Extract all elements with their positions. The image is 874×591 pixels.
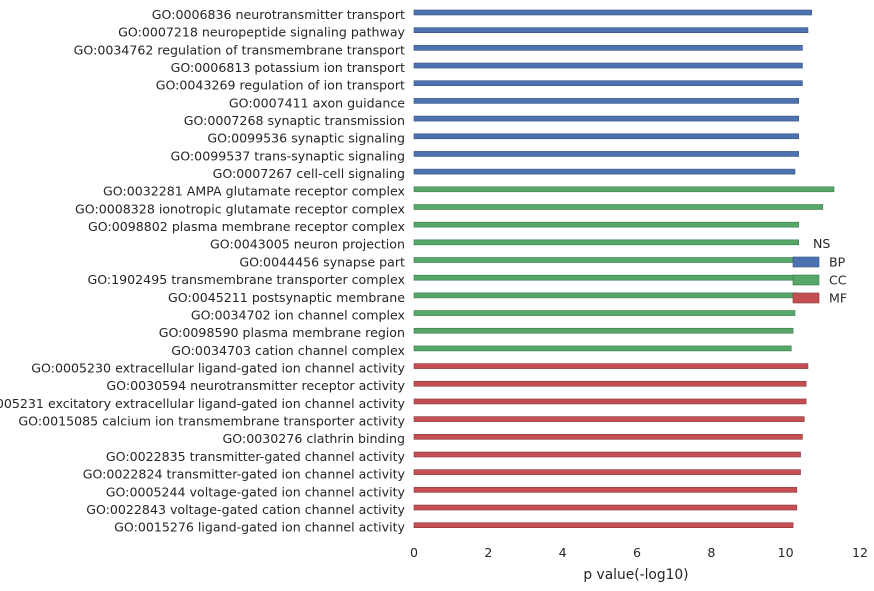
bar-cc xyxy=(413,239,799,246)
bar-bp xyxy=(413,27,809,33)
bar-bp xyxy=(413,98,799,104)
legend-label-bp: BP xyxy=(829,255,846,270)
y-tick-label: GO:0034703 cation channel complex xyxy=(171,343,405,358)
y-tick-label: GO:0099537 trans-synaptic signaling xyxy=(170,148,405,163)
bar-bp xyxy=(413,133,799,140)
y-tick-label: GO:0022843 voltage-gated cation channel … xyxy=(86,502,405,517)
bar-mf xyxy=(413,416,805,422)
bar-mf xyxy=(413,451,801,458)
bar-cc xyxy=(413,274,798,281)
y-tick-label: GO:0022835 transmitter-gated channel act… xyxy=(106,449,406,464)
x-axis-label: p value(-log10) xyxy=(583,567,688,583)
legend-swatch-cc xyxy=(792,274,820,286)
bar-cc xyxy=(413,186,835,193)
x-tick-labels: 0 2 4 6 8 10 12 xyxy=(410,545,868,560)
bar-cc xyxy=(413,310,796,316)
y-tick-label: GO:0044456 synapse part xyxy=(239,254,405,269)
y-tick-label: GO:0006836 neurotransmitter transport xyxy=(152,7,405,22)
bar-bp xyxy=(413,45,803,51)
y-tick-label: GO:0043269 regulation of ion transport xyxy=(156,78,405,93)
bar-mf xyxy=(413,504,798,511)
legend: NS BP CC MF xyxy=(792,236,847,306)
bar-bp xyxy=(413,115,799,122)
y-tick-label: GO:0006813 potassium ion transport xyxy=(171,60,405,75)
y-tick-label: GO:0005244 voltage-gated ion channel act… xyxy=(106,484,406,499)
x-tick-label: 4 xyxy=(559,545,567,560)
y-tick-label: GO:0030276 clathrin binding xyxy=(223,431,405,446)
y-tick-label: GO:0005230 extracellular ligand-gated io… xyxy=(31,361,405,376)
y-tick-label: GO:0034762 regulation of transmembrane t… xyxy=(74,42,405,57)
x-tick-label: 2 xyxy=(484,545,492,560)
legend-swatch-bp xyxy=(792,256,820,268)
bar-bp xyxy=(413,151,799,157)
legend-label-cc: CC xyxy=(829,273,847,288)
y-tick-label: GO:0007218 neuropeptide signaling pathwa… xyxy=(118,25,405,40)
bar-mf xyxy=(413,363,809,369)
y-tick-label: GO:0032281 AMPA glutamate receptor compl… xyxy=(103,184,406,199)
bar-mf xyxy=(413,522,794,529)
bar-mf xyxy=(413,380,807,387)
y-tick-label: GO:0034702 ion channel complex xyxy=(191,307,406,322)
y-tick-label: GO:0007268 synaptic transmission xyxy=(184,113,405,128)
x-tick-label: 8 xyxy=(707,545,715,560)
y-tick-label: GO:1902495 transmembrane transporter com… xyxy=(87,272,405,287)
y-tick-label: GO:0099536 synaptic signaling xyxy=(207,131,405,146)
legend-swatch-mf xyxy=(792,292,820,304)
bar-mf xyxy=(413,469,801,475)
y-tick-label: GO:0005231 excitatory extracellular liga… xyxy=(0,396,406,411)
y-tick-label: GO:0008328 ionotropic glutamate receptor… xyxy=(75,201,405,216)
bars-layer xyxy=(413,9,835,529)
y-tick-labels: GO:0006836 neurotransmitter transport GO:… xyxy=(0,7,406,535)
y-tick-label: GO:0043005 neuron projection xyxy=(210,237,405,252)
legend-title: NS xyxy=(813,236,830,251)
bar-cc xyxy=(413,204,824,210)
bar-bp xyxy=(413,9,812,16)
bar-bp xyxy=(413,62,803,69)
y-tick-label: GO:0015276 ligand-gated ion channel acti… xyxy=(114,520,405,535)
bar-cc xyxy=(413,327,794,334)
x-tick-label: 12 xyxy=(852,545,868,560)
bar-mf xyxy=(413,434,803,440)
bar-mf xyxy=(413,487,798,493)
y-tick-label: GO:0045211 postsynaptic membrane xyxy=(168,290,405,305)
y-tick-label: GO:0015085 calcium ion transmembrane tra… xyxy=(18,414,405,429)
y-tick-label: GO:0098590 plasma membrane region xyxy=(159,325,405,340)
legend-label-mf: MF xyxy=(829,291,847,306)
bar-mf xyxy=(413,398,807,405)
x-tick-label: 0 xyxy=(410,545,418,560)
bar-bp xyxy=(413,80,803,87)
bar-cc xyxy=(413,292,798,299)
x-tick-label: 10 xyxy=(778,545,794,560)
bar-cc xyxy=(413,345,792,352)
bar-cc xyxy=(413,221,799,228)
bar-cc xyxy=(413,257,798,263)
x-tick-label: 6 xyxy=(633,545,641,560)
bar-bp xyxy=(413,168,796,175)
y-tick-label: GO:0007411 axon guidance xyxy=(229,95,405,110)
y-tick-label: GO:0022824 transmitter-gated ion channel… xyxy=(83,467,406,482)
y-tick-label: GO:0030594 neurotransmitter receptor act… xyxy=(106,378,405,393)
y-tick-label: GO:0098802 plasma membrane receptor comp… xyxy=(88,219,406,234)
y-tick-label: GO:0007267 cell-cell signaling xyxy=(213,166,405,181)
